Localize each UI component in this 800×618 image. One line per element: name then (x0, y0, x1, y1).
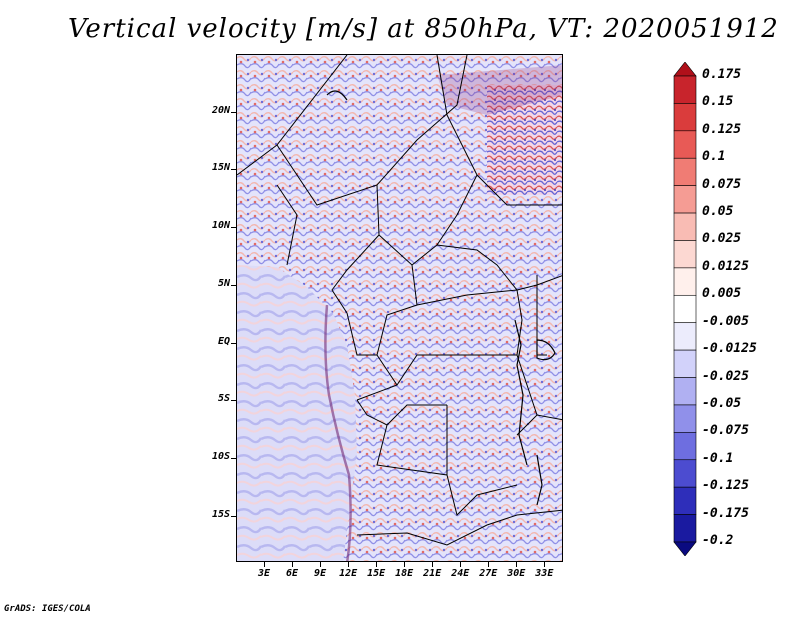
colorbar-label: -0.175 (702, 505, 749, 521)
lon-label: 6E (286, 568, 299, 579)
colorbar-swatch (673, 322, 697, 351)
colorbar-swatch (673, 212, 697, 241)
lon-label: 15E (367, 568, 386, 579)
colorbar-label: -0.025 (702, 368, 749, 384)
colorbar-label: -0.005 (702, 313, 749, 329)
grads-credit: GrADS: IGES/COLA (4, 604, 91, 614)
lat-label: 10N (211, 220, 230, 232)
lat-tick (231, 111, 236, 113)
colorbar-swatch (673, 459, 697, 488)
colorbar-label: -0.075 (702, 423, 749, 439)
colorbar-swatch (673, 486, 697, 515)
country-borders (237, 55, 562, 546)
lat-tick (231, 284, 236, 286)
colorbar-swatch (673, 103, 697, 132)
lat-label: 5N (217, 277, 230, 289)
colorbar-label: -0.1 (702, 450, 734, 466)
lon-tick (460, 562, 462, 567)
colorbar-swatch (673, 240, 697, 269)
colorbar-swatch (673, 404, 697, 433)
colorbar-label: 0.125 (702, 121, 742, 137)
lon-label: 27E (479, 568, 498, 579)
lat-tick (231, 342, 236, 344)
colorbar-swatch (673, 267, 697, 296)
sudan-region-field (487, 85, 562, 195)
colorbar-swatch (673, 514, 697, 543)
colorbar-label: -0.2 (702, 533, 734, 548)
lon-tick (348, 562, 350, 567)
red-sea-shading (437, 65, 562, 115)
colorbar-label: 0.15 (702, 94, 734, 110)
lon-tick (404, 562, 406, 567)
colorbar-swatch (673, 157, 697, 186)
lon-label: 9E (314, 568, 327, 579)
colorbar-swatch (673, 432, 697, 461)
lat-tick (231, 227, 236, 229)
colorbar-label: 0.005 (702, 286, 742, 302)
colorbar-swatch (673, 62, 697, 77)
chart-title: Vertical velocity [m/s] at 850hPa, VT: 2… (68, 14, 779, 44)
lat-tick (231, 458, 236, 460)
lon-label: 21E (423, 568, 442, 579)
coastal-convergence-line (324, 304, 352, 561)
colorbar-swatch (673, 75, 697, 104)
colorbar-label: 0.175 (702, 67, 742, 82)
lat-tick (231, 515, 236, 517)
colorbar-swatch (673, 294, 697, 324)
map-plot-area (236, 54, 563, 562)
lat-label: 15S (211, 508, 230, 520)
lon-label: 12E (339, 568, 358, 579)
colorbar-swatch (673, 130, 697, 159)
colorbar-swatch (673, 185, 697, 214)
lon-tick (432, 562, 434, 567)
lat-label: 20N (211, 104, 230, 116)
colorbar-label: 0.0125 (702, 258, 749, 274)
map-canvas (237, 55, 562, 561)
colorbar-label: 0.1 (702, 149, 726, 165)
lon-label: 30E (507, 568, 526, 579)
lat-label: 5S (217, 393, 230, 405)
lon-label: 18E (395, 568, 414, 579)
lon-tick (488, 562, 490, 567)
lon-label: 3E (257, 568, 271, 579)
lon-tick (376, 562, 378, 567)
lat-label: EQ (217, 335, 230, 347)
colorbar-label: 0.075 (702, 176, 742, 192)
lon-label: 33E (535, 568, 554, 579)
colorbar-label: -0.0125 (702, 341, 757, 357)
lon-tick (292, 562, 294, 567)
lon-label: 24E (451, 568, 470, 579)
colorbar-swatch (673, 541, 697, 556)
colorbar-label: -0.05 (702, 395, 742, 411)
lat-tick (231, 400, 236, 402)
lat-label: 10S (211, 451, 230, 463)
colorbar-label: 0.05 (702, 204, 734, 220)
colorbar-label: 0.025 (702, 231, 742, 247)
lon-tick (544, 562, 546, 567)
colorbar-swatch (673, 377, 697, 406)
colorbar (673, 62, 697, 556)
lat-label: 15N (211, 162, 230, 174)
atlantic-ocean-field (237, 265, 357, 561)
lon-tick (320, 562, 322, 567)
lon-tick (516, 562, 518, 567)
lake-outlines (326, 90, 556, 506)
colorbar-label: -0.125 (702, 478, 749, 494)
colorbar-swatch (673, 349, 697, 378)
lon-tick (264, 562, 266, 567)
lat-tick (231, 169, 236, 171)
